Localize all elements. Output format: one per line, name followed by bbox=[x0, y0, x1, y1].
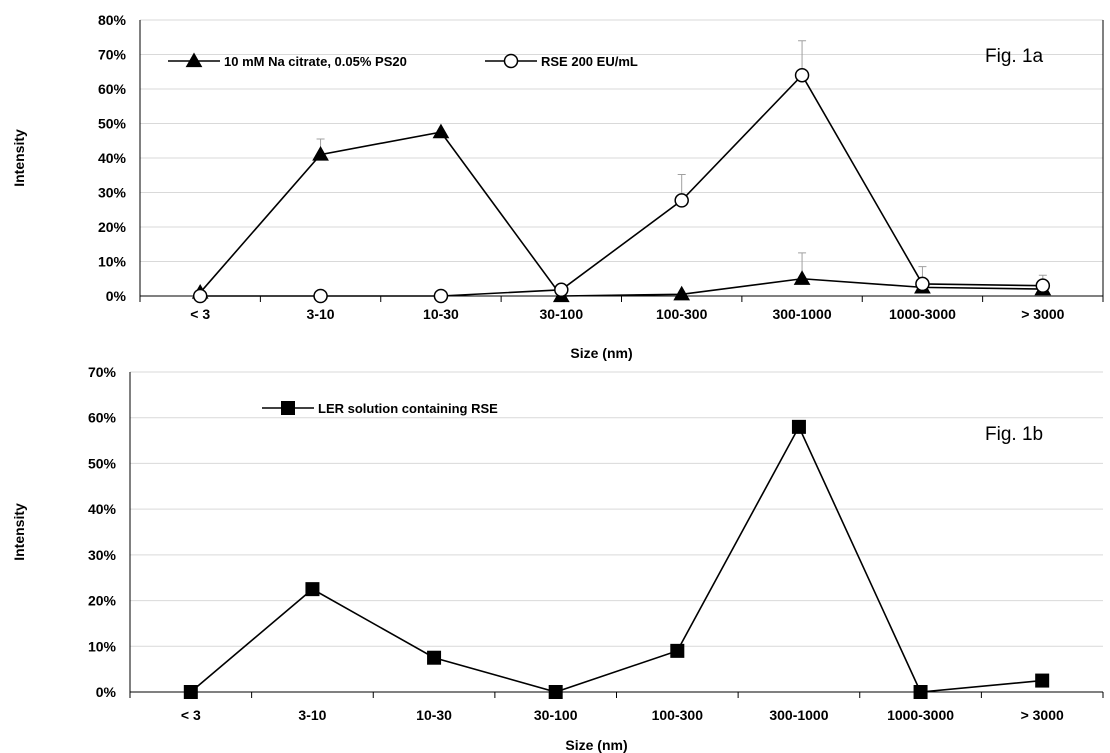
y-tick-label: 10% bbox=[98, 254, 127, 270]
y-tick-label: 30% bbox=[98, 185, 127, 201]
y-tick-label: 50% bbox=[88, 455, 117, 471]
y-tick-label: 60% bbox=[98, 81, 127, 97]
x-tick-label: 100-300 bbox=[652, 707, 704, 723]
legend-label: LER solution containing RSE bbox=[318, 401, 498, 416]
y-tick-label: 20% bbox=[98, 219, 127, 235]
legend-label: RSE 200 EU/mL bbox=[541, 54, 638, 69]
data-point bbox=[670, 643, 685, 658]
y-tick-label: 60% bbox=[88, 410, 117, 426]
x-tick-label: 1000-3000 bbox=[889, 306, 956, 322]
x-tick-label: 30-100 bbox=[540, 306, 584, 322]
y-tick-label: 40% bbox=[98, 150, 127, 166]
series-line bbox=[199, 131, 1043, 297]
series-line bbox=[190, 425, 1043, 693]
data-point bbox=[674, 193, 689, 208]
data-point bbox=[548, 685, 563, 699]
legend-item: 10 mM Na citrate, 0.05% PS20 bbox=[168, 52, 407, 69]
data-point bbox=[673, 285, 691, 301]
x-tick-label: > 3000 bbox=[1021, 707, 1064, 723]
x-tick-label: 10-30 bbox=[423, 306, 459, 322]
x-tick-label: 3-10 bbox=[298, 707, 326, 723]
y-tick-label: 50% bbox=[98, 116, 127, 132]
data-point bbox=[305, 582, 320, 597]
series-1 bbox=[191, 123, 1052, 303]
data-point bbox=[794, 67, 810, 83]
series-1 bbox=[183, 419, 1050, 699]
data-point bbox=[192, 288, 208, 304]
x-tick-label: < 3 bbox=[181, 707, 201, 723]
x-tick-label: > 3000 bbox=[1021, 306, 1064, 322]
data-point bbox=[913, 685, 928, 699]
data-point bbox=[433, 288, 449, 304]
x-tick-label: 300-1000 bbox=[772, 306, 831, 322]
y-tick-label: 10% bbox=[88, 638, 117, 654]
data-point bbox=[1035, 278, 1051, 293]
y-tick-label: 0% bbox=[96, 684, 117, 700]
data-point bbox=[915, 276, 930, 292]
data-point bbox=[183, 685, 198, 699]
data-point bbox=[432, 123, 450, 139]
x-tick-label: 3-10 bbox=[307, 306, 335, 322]
x-axis-title: Size (nm) bbox=[565, 737, 627, 753]
data-point bbox=[554, 282, 569, 298]
x-tick-label: 10-30 bbox=[416, 707, 452, 723]
legend-marker bbox=[281, 401, 295, 415]
data-point bbox=[1035, 673, 1050, 688]
data-point bbox=[312, 146, 329, 161]
y-tick-label: 80% bbox=[98, 12, 127, 28]
y-tick-label: 40% bbox=[88, 501, 117, 517]
y-tick-label: 70% bbox=[88, 364, 117, 380]
x-tick-label: 300-1000 bbox=[769, 707, 828, 723]
figure-annotation: Fig. 1b bbox=[985, 424, 1043, 445]
data-point bbox=[793, 270, 811, 285]
legend-item: RSE 200 EU/mL bbox=[485, 53, 638, 69]
chart-fig-1a: 0% 10% 20% 30% 40% 50% 60% 70% 80% < 3 3-10 10-30 30… bbox=[11, 12, 1104, 361]
y-tick-label: 30% bbox=[88, 547, 117, 563]
y-tick-label: 70% bbox=[98, 47, 127, 63]
chart-fig-1b: 0% 10% 20% 30% 40% 50% 60% 70% < 3 3-10 10-30 30-10… bbox=[11, 364, 1104, 753]
y-axis-title: Intensity bbox=[11, 129, 27, 187]
x-tick-label: 100-300 bbox=[656, 306, 708, 322]
data-point bbox=[313, 288, 328, 304]
x-tick-label: 30-100 bbox=[534, 707, 578, 723]
legend-item: LER solution containing RSE bbox=[262, 401, 498, 416]
series-2 bbox=[192, 40, 1051, 304]
x-tick-label: 1000-3000 bbox=[887, 707, 954, 723]
data-point bbox=[427, 650, 442, 665]
legend-marker bbox=[185, 52, 203, 68]
y-axis-title: Intensity bbox=[11, 503, 27, 561]
y-tick-label: 20% bbox=[88, 593, 117, 609]
legend-marker bbox=[503, 53, 519, 69]
x-axis-title: Size (nm) bbox=[570, 345, 632, 361]
x-tick-label: < 3 bbox=[190, 306, 210, 322]
figure-annotation: Fig. 1a bbox=[985, 46, 1044, 67]
series-line bbox=[200, 73, 1043, 297]
legend-label: 10 mM Na citrate, 0.05% PS20 bbox=[224, 54, 407, 69]
y-tick-label: 0% bbox=[106, 288, 127, 304]
data-point bbox=[791, 419, 806, 434]
